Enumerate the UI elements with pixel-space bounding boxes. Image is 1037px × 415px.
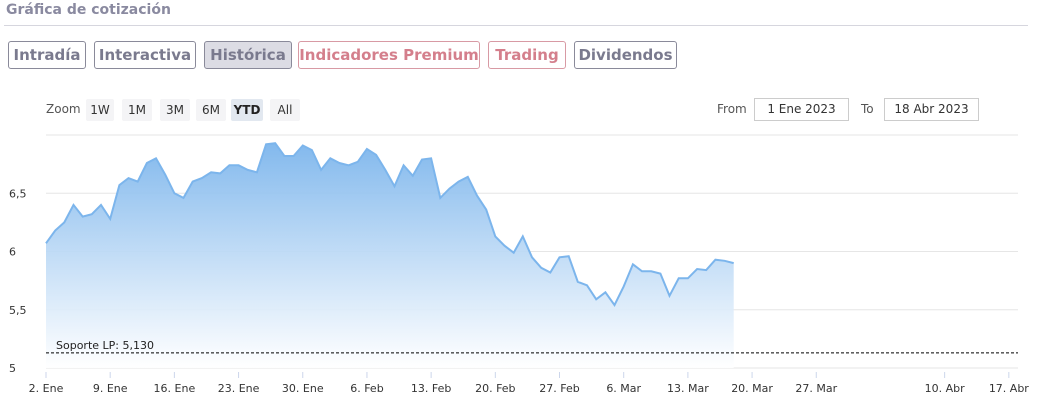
- zoom-button-1m[interactable]: 1M: [122, 99, 152, 121]
- x-tick-label: 13. Feb: [411, 382, 451, 395]
- from-label: From: [717, 102, 747, 116]
- tab-indicadores-premium[interactable]: Indicadores Premium: [298, 41, 480, 69]
- x-tick-label: 13. Mar: [667, 382, 709, 395]
- zoom-label: Zoom: [46, 102, 81, 116]
- price-line: [45, 142, 734, 308]
- zoom-button-6m[interactable]: 6M: [196, 99, 226, 121]
- x-tick-label: 20. Mar: [731, 382, 773, 395]
- zoom-button-ytd[interactable]: YTD: [231, 99, 263, 121]
- header-divider: [4, 25, 1028, 26]
- x-tick-label: 16. Ene: [154, 382, 196, 395]
- x-tick-label: 6. Mar: [606, 382, 641, 395]
- x-tick-label: 20. Feb: [475, 382, 515, 395]
- zoom-button-all[interactable]: All: [270, 99, 300, 121]
- x-tick-label: 17. Abr: [989, 382, 1029, 395]
- zoom-button-1w[interactable]: 1W: [86, 99, 114, 121]
- x-tick-label: 27. Feb: [539, 382, 579, 395]
- tab-intradia[interactable]: Intradía: [8, 41, 86, 69]
- x-tick-label: 9. Ene: [93, 382, 128, 395]
- page-title: Gráfica de cotización: [6, 2, 171, 18]
- to-label: To: [861, 102, 874, 116]
- x-tick-label: 30. Ene: [282, 382, 324, 395]
- x-tick-label: 10. Abr: [925, 382, 965, 395]
- y-tick-label: 5: [9, 362, 16, 375]
- x-tick-label: 2. Ene: [29, 382, 64, 395]
- tab-historica[interactable]: Histórica: [204, 41, 292, 69]
- tab-trading[interactable]: Trading: [488, 41, 566, 69]
- x-axis-ticks: 2. Ene 9. Ene 16. Ene 23. Ene 30. Ene 6. Feb 1…: [29, 372, 1029, 395]
- price-area: [46, 143, 734, 368]
- x-tick-label: 27. Mar: [795, 382, 837, 395]
- x-tick-label: 23. Ene: [218, 382, 260, 395]
- y-tick-label: 5,5: [9, 304, 27, 317]
- y-tick-label: 6: [9, 246, 16, 259]
- y-axis-ticks: 5 5,5 6 6,5: [9, 187, 27, 375]
- to-date-input[interactable]: 18 Abr 2023: [884, 98, 979, 121]
- tab-dividendos[interactable]: Dividendos: [574, 41, 677, 69]
- support-label: Soporte LP: 5,130: [56, 339, 154, 352]
- tab-interactiva[interactable]: Interactiva: [94, 41, 196, 69]
- x-tick-label: 6. Feb: [350, 382, 383, 395]
- zoom-button-3m[interactable]: 3M: [160, 99, 190, 121]
- y-tick-label: 6,5: [9, 187, 27, 200]
- from-date-input[interactable]: 1 Ene 2023: [754, 98, 849, 121]
